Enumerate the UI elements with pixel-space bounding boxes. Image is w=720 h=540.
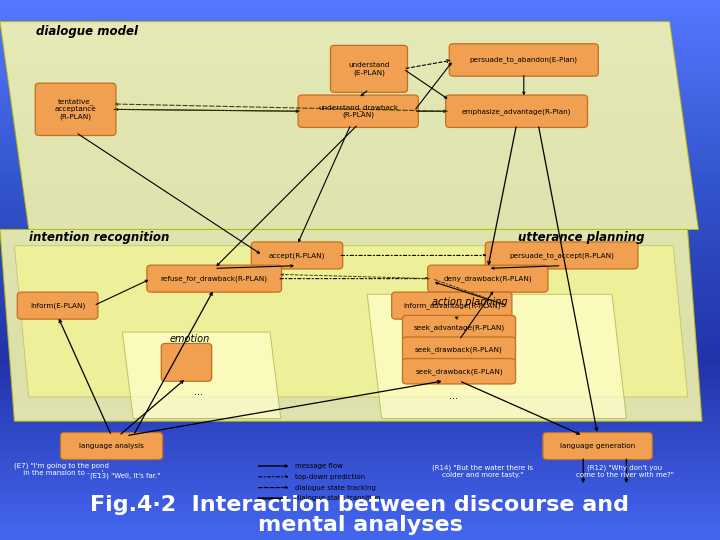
Text: emphasize_advantage(R-Plan): emphasize_advantage(R-Plan) <box>462 108 571 114</box>
Text: Inform(E-PLAN): Inform(E-PLAN) <box>30 302 85 309</box>
Text: refuse_for_drawback(R-PLAN): refuse_for_drawback(R-PLAN) <box>161 275 268 282</box>
Polygon shape <box>0 22 698 230</box>
FancyBboxPatch shape <box>449 44 598 76</box>
Text: seek_advantage(R-PLAN): seek_advantage(R-PLAN) <box>413 325 505 332</box>
Text: persuade_to_accept(R-PLAN): persuade_to_accept(R-PLAN) <box>509 252 614 259</box>
Text: (R14) "But the water there is
colder and more tasty.": (R14) "But the water there is colder and… <box>432 464 533 478</box>
Text: mental analyses: mental analyses <box>258 515 462 535</box>
FancyBboxPatch shape <box>161 343 212 381</box>
Text: top-down prediction: top-down prediction <box>295 474 365 480</box>
Polygon shape <box>14 246 688 397</box>
FancyBboxPatch shape <box>298 95 418 127</box>
Text: seek_drawback(E-PLAN): seek_drawback(E-PLAN) <box>415 368 503 375</box>
FancyBboxPatch shape <box>485 242 638 269</box>
Text: language analysis: language analysis <box>79 443 144 449</box>
Text: dialogue model: dialogue model <box>36 25 138 38</box>
Polygon shape <box>367 294 626 418</box>
FancyArrowPatch shape <box>281 273 429 279</box>
Text: utterance planning: utterance planning <box>518 231 645 245</box>
Text: dialogue state tracking: dialogue state tracking <box>295 484 376 491</box>
FancyBboxPatch shape <box>60 433 163 460</box>
FancyArrowPatch shape <box>116 103 447 111</box>
Text: message flow: message flow <box>295 463 343 469</box>
FancyBboxPatch shape <box>402 315 516 341</box>
FancyBboxPatch shape <box>402 359 516 384</box>
FancyArrowPatch shape <box>341 254 485 256</box>
Polygon shape <box>0 230 702 421</box>
FancyBboxPatch shape <box>402 337 516 362</box>
FancyBboxPatch shape <box>330 45 408 92</box>
Text: deny_drawback(R-PLAN): deny_drawback(R-PLAN) <box>444 275 532 282</box>
FancyBboxPatch shape <box>428 265 548 292</box>
Text: dialogue state transition: dialogue state transition <box>295 495 381 502</box>
Text: (E13) "Well, It's far.": (E13) "Well, It's far." <box>90 472 161 479</box>
Text: (R12) "Why don't you
come to the river with me?": (R12) "Why don't you come to the river w… <box>576 464 674 478</box>
FancyArrowPatch shape <box>435 280 504 305</box>
FancyBboxPatch shape <box>392 292 512 319</box>
Text: ...: ... <box>194 387 202 397</box>
Text: emotion: emotion <box>169 334 210 344</box>
FancyBboxPatch shape <box>147 265 282 292</box>
Text: language generation: language generation <box>560 443 635 449</box>
Text: accept(R-PLAN): accept(R-PLAN) <box>269 252 325 259</box>
Text: inform_advantage(R-PLAN): inform_advantage(R-PLAN) <box>403 302 500 309</box>
Text: intention recognition: intention recognition <box>29 231 169 245</box>
FancyArrowPatch shape <box>280 278 428 280</box>
FancyBboxPatch shape <box>543 433 652 460</box>
Text: ...: ... <box>449 390 458 401</box>
FancyBboxPatch shape <box>251 242 343 269</box>
Text: Fig.4·2  Interaction between discourse and: Fig.4·2 Interaction between discourse an… <box>91 495 629 515</box>
Text: (E7) "I'm going to the pond
 in the mansion to - - -.': (E7) "I'm going to the pond in the mansi… <box>14 463 109 476</box>
FancyBboxPatch shape <box>17 292 98 319</box>
Polygon shape <box>122 332 281 419</box>
Text: understand
(E-PLAN): understand (E-PLAN) <box>348 62 390 76</box>
Text: persuade_to_abandon(E-Plan): persuade_to_abandon(E-Plan) <box>470 57 578 63</box>
FancyArrowPatch shape <box>115 109 300 111</box>
FancyBboxPatch shape <box>446 95 588 127</box>
FancyBboxPatch shape <box>35 83 116 136</box>
Text: tentative_
acceptance
(R-PLAN): tentative_ acceptance (R-PLAN) <box>55 99 96 120</box>
Text: seek_drawback(R-PLAN): seek_drawback(R-PLAN) <box>415 346 503 353</box>
Text: action planning: action planning <box>432 297 508 307</box>
Text: understand_drawback
(R-PLAN): understand_drawback (R-PLAN) <box>318 104 398 118</box>
FancyArrowPatch shape <box>406 60 449 69</box>
